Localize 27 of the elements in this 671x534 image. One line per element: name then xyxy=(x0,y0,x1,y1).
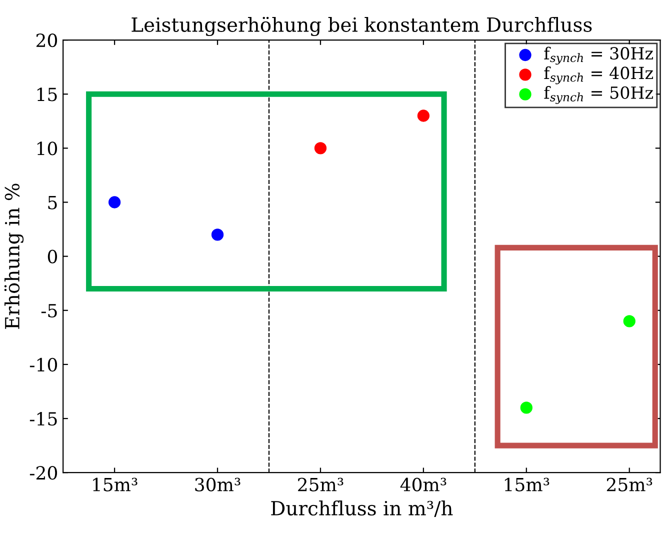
x-tick-label: 25m³ xyxy=(606,478,652,492)
y-tick-label: -10 xyxy=(30,358,58,372)
legend-label: f$_{synch}$ = 50Hz xyxy=(544,86,653,104)
point xyxy=(108,196,121,208)
point xyxy=(314,142,327,154)
x-tick-label: 15m³ xyxy=(93,478,138,492)
y-tick-label: -15 xyxy=(30,412,57,426)
legend-label: f$_{synch}$ = 30Hz xyxy=(544,46,653,65)
y-axis-title: Erhöhung in % xyxy=(4,184,24,329)
chart-title: Leistungserhöhung bei konstantem Durchfluss xyxy=(132,16,592,36)
point xyxy=(211,228,224,241)
x-axis-title: Durchfluss in m³/h xyxy=(271,500,453,518)
point xyxy=(520,402,532,414)
y-tick-label: 15 xyxy=(37,88,57,102)
x-tick-label: 25m³ xyxy=(298,478,344,492)
y-tick-label: 20 xyxy=(36,34,58,48)
y-tick-label: -5 xyxy=(41,304,57,318)
x-tick-label: 40m³ xyxy=(400,478,446,492)
y-tick-label: -20 xyxy=(30,466,58,480)
y-tick-label: 5 xyxy=(48,196,57,210)
point xyxy=(417,110,430,122)
x-tick-label: 15m³ xyxy=(504,478,550,492)
legend-label: f$_{synch}$ = 40Hz xyxy=(544,66,653,84)
point xyxy=(623,315,636,328)
y-tick-label: 0 xyxy=(48,250,58,264)
y-tick-label: 10 xyxy=(37,142,58,156)
x-tick-label: 30m³ xyxy=(195,478,240,492)
